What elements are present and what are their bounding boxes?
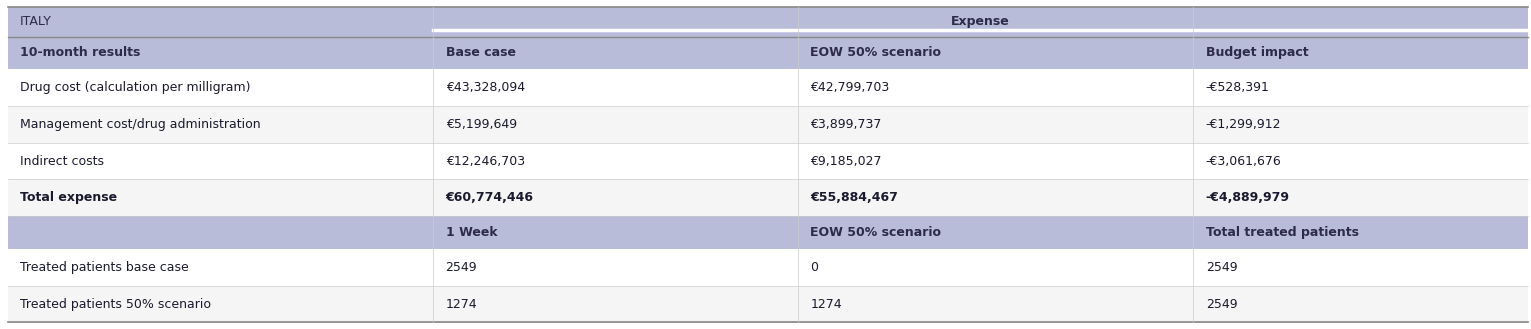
Text: EOW 50% scenario: EOW 50% scenario bbox=[810, 226, 942, 239]
Bar bbox=[798, 37, 1194, 69]
Text: ITALY: ITALY bbox=[20, 15, 52, 28]
Bar bbox=[433, 216, 798, 249]
Bar bbox=[8, 143, 433, 180]
Text: Management cost/drug administration: Management cost/drug administration bbox=[20, 118, 260, 131]
Bar bbox=[1194, 37, 1528, 69]
Bar bbox=[8, 180, 433, 216]
Text: 2549: 2549 bbox=[1206, 297, 1237, 311]
Text: 1274: 1274 bbox=[446, 297, 478, 311]
Text: €60,774,446: €60,774,446 bbox=[446, 191, 534, 204]
Bar bbox=[798, 106, 1194, 143]
Bar bbox=[798, 286, 1194, 322]
Text: €9,185,027: €9,185,027 bbox=[810, 155, 882, 167]
Text: -€528,391: -€528,391 bbox=[1206, 81, 1269, 94]
Text: €43,328,094: €43,328,094 bbox=[446, 81, 525, 94]
Text: Total treated patients: Total treated patients bbox=[1206, 226, 1358, 239]
Bar bbox=[433, 249, 798, 286]
Text: 1274: 1274 bbox=[810, 297, 842, 311]
Text: -€4,889,979: -€4,889,979 bbox=[1206, 191, 1289, 204]
Text: €12,246,703: €12,246,703 bbox=[446, 155, 525, 167]
Bar bbox=[8, 106, 433, 143]
Bar bbox=[798, 249, 1194, 286]
Text: Treated patients 50% scenario: Treated patients 50% scenario bbox=[20, 297, 211, 311]
Text: -€1,299,912: -€1,299,912 bbox=[1206, 118, 1281, 131]
Bar bbox=[1194, 216, 1528, 249]
Text: 1 Week: 1 Week bbox=[446, 226, 498, 239]
Bar bbox=[433, 69, 798, 106]
Text: 2549: 2549 bbox=[446, 261, 478, 274]
Text: Total expense: Total expense bbox=[20, 191, 116, 204]
Bar bbox=[798, 143, 1194, 180]
Text: Expense: Expense bbox=[951, 15, 1010, 28]
Bar bbox=[798, 69, 1194, 106]
Text: €55,884,467: €55,884,467 bbox=[810, 191, 899, 204]
Bar bbox=[433, 37, 798, 69]
Bar bbox=[8, 7, 433, 37]
Bar bbox=[1194, 286, 1528, 322]
Text: 10-month results: 10-month results bbox=[20, 46, 141, 59]
Text: 0: 0 bbox=[810, 261, 819, 274]
Text: EOW 50% scenario: EOW 50% scenario bbox=[810, 46, 942, 59]
Bar bbox=[8, 69, 433, 106]
Bar bbox=[1194, 106, 1528, 143]
Text: €42,799,703: €42,799,703 bbox=[810, 81, 890, 94]
Bar bbox=[1194, 143, 1528, 180]
Bar bbox=[433, 143, 798, 180]
Text: €5,199,649: €5,199,649 bbox=[446, 118, 516, 131]
Bar bbox=[798, 180, 1194, 216]
Text: 2549: 2549 bbox=[1206, 261, 1237, 274]
Text: Budget impact: Budget impact bbox=[1206, 46, 1309, 59]
Text: €3,899,737: €3,899,737 bbox=[810, 118, 882, 131]
Bar bbox=[1194, 69, 1528, 106]
Text: Treated patients base case: Treated patients base case bbox=[20, 261, 188, 274]
Bar bbox=[433, 286, 798, 322]
Bar bbox=[8, 37, 433, 69]
Bar bbox=[433, 180, 798, 216]
Text: Drug cost (calculation per milligram): Drug cost (calculation per milligram) bbox=[20, 81, 251, 94]
Bar bbox=[8, 249, 433, 286]
Text: Base case: Base case bbox=[446, 46, 516, 59]
Bar bbox=[1194, 180, 1528, 216]
Bar bbox=[433, 7, 1528, 37]
Text: Indirect costs: Indirect costs bbox=[20, 155, 104, 167]
Bar bbox=[433, 106, 798, 143]
Bar bbox=[8, 286, 433, 322]
Bar bbox=[1194, 249, 1528, 286]
Bar bbox=[8, 216, 433, 249]
Bar bbox=[798, 216, 1194, 249]
Text: -€3,061,676: -€3,061,676 bbox=[1206, 155, 1281, 167]
